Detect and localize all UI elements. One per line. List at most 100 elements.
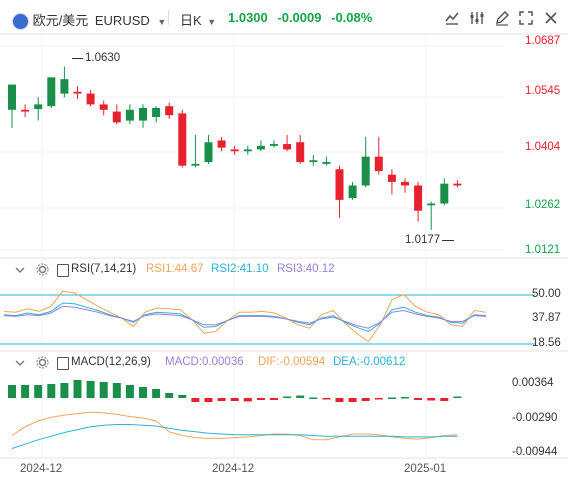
macd-bar xyxy=(283,396,292,398)
indicator-select-icon[interactable] xyxy=(57,357,69,370)
price-tick-4: 1.0262 xyxy=(525,199,561,211)
macd-bar xyxy=(453,396,462,398)
price-change-pct: -0.08% xyxy=(331,10,373,25)
candle-body xyxy=(387,174,396,182)
candle-body xyxy=(427,203,436,206)
dea-legend: DEA:-0.00612 xyxy=(333,356,406,368)
macd-bar xyxy=(427,398,436,401)
candle-body xyxy=(348,185,357,199)
macd-bar xyxy=(139,387,147,398)
divider xyxy=(168,10,169,25)
macd-bar xyxy=(401,397,409,399)
candle-body xyxy=(256,145,265,150)
rsi-line-rsi1 xyxy=(3,290,487,343)
macd-bar xyxy=(387,397,396,399)
price-tick-3: 1.0404 xyxy=(525,141,561,153)
candle-body xyxy=(243,149,252,152)
candle-body xyxy=(217,140,226,148)
macd-bar xyxy=(47,384,56,398)
candle-body xyxy=(178,113,187,166)
indicator-icon[interactable] xyxy=(467,8,487,28)
line-chart-icon[interactable] xyxy=(442,8,462,28)
rsi1-legend: RSI1:44.67 xyxy=(146,263,204,275)
price-tick-2: 1.0545 xyxy=(525,85,561,97)
candle-body xyxy=(414,185,423,211)
indicator-select-icon[interactable] xyxy=(57,264,69,277)
price-tick-1: 1.0687 xyxy=(525,35,561,47)
candle-body xyxy=(152,107,161,118)
symbol-code: EURUSD xyxy=(94,13,150,28)
draw-icon[interactable] xyxy=(492,8,512,28)
macd-line-dif xyxy=(11,411,458,441)
pair-name: 欧元/美元 xyxy=(32,13,89,28)
rsi-line-rsi2 xyxy=(3,302,487,333)
candle-body xyxy=(230,149,239,152)
symbol-selector[interactable]: 欧元/美元 EURUSD ▼ xyxy=(12,10,166,31)
macd-bar xyxy=(296,395,305,398)
macd-bar xyxy=(125,385,134,398)
euro-flag-icon xyxy=(12,13,29,31)
chart-header: 欧元/美元 EURUSD ▼ 日K ▼ 1.0300 -0.0009 -0.08… xyxy=(0,0,568,34)
rsi2-legend: RSI2:41.10 xyxy=(211,263,269,275)
macd-bar xyxy=(270,398,278,400)
macd-bar xyxy=(309,397,318,399)
rsi-line-rsi3 xyxy=(3,305,487,329)
macd-bar xyxy=(21,385,30,398)
candle-body xyxy=(401,181,409,186)
rsi-tick-3: 18.56 xyxy=(532,337,561,349)
interval-label: 日K xyxy=(180,13,202,28)
interval-selector[interactable]: 日K ▼ xyxy=(180,10,216,29)
macd-bar xyxy=(374,398,383,400)
rsi3-legend: RSI3:40.12 xyxy=(277,263,335,275)
candle-body xyxy=(60,79,69,94)
macd-bar xyxy=(440,398,449,401)
close-icon[interactable] xyxy=(541,8,561,28)
candle-body xyxy=(99,104,108,110)
x-tick-3: 2025-01 xyxy=(404,463,447,475)
rsi-tick-2: 37.87 xyxy=(532,312,561,324)
price-readout: 1.0300 -0.0009 -0.08% xyxy=(228,10,372,25)
macd-bar xyxy=(361,398,370,401)
price-change: -0.0009 xyxy=(277,10,322,25)
candle-body xyxy=(440,183,449,204)
candle-body xyxy=(73,91,82,94)
macd-bar xyxy=(204,398,213,402)
macd-bar xyxy=(256,398,265,400)
candle-body xyxy=(453,183,462,186)
high-annotation-line xyxy=(72,58,83,59)
low-annotation-line xyxy=(442,240,454,241)
rsi-title: RSI(7,14,21) xyxy=(71,263,137,275)
candle-body xyxy=(283,144,292,150)
candle-body xyxy=(191,163,200,166)
macd-bar xyxy=(112,383,121,398)
candle-body xyxy=(296,142,305,163)
price-tick-5: 1.0121 xyxy=(525,244,561,256)
macd-tick-3: -0.00944 xyxy=(512,446,558,458)
macd-bar xyxy=(8,385,16,398)
candle-body xyxy=(204,142,213,163)
chevron-down-icon: ▼ xyxy=(207,17,217,27)
fullscreen-icon[interactable] xyxy=(516,8,536,28)
macd-line-dea xyxy=(11,424,458,449)
dif-legend: DIF:-0.00594 xyxy=(258,356,326,368)
candle-body xyxy=(335,169,344,200)
macd-tick-1: 0.00364 xyxy=(512,377,554,389)
macd-title: MACD(12,26,9) xyxy=(71,356,151,368)
low-annotation: 1.0177 xyxy=(405,234,441,246)
candle-body xyxy=(125,109,134,121)
x-tick-2: 2024-12 xyxy=(212,463,255,475)
candle-body xyxy=(139,107,147,121)
candle-body xyxy=(34,104,43,110)
macd-bar xyxy=(243,398,252,402)
macd-bar xyxy=(99,382,108,398)
candle-body xyxy=(8,84,16,110)
rsi-tick-1: 50.00 xyxy=(532,288,561,300)
macd-bar xyxy=(335,398,344,402)
candle-body xyxy=(270,144,278,146)
macd-bar xyxy=(86,381,95,398)
candle-body xyxy=(374,156,383,172)
macd-bar xyxy=(230,398,239,401)
macd-bar xyxy=(73,380,82,398)
candle-body xyxy=(112,111,121,123)
